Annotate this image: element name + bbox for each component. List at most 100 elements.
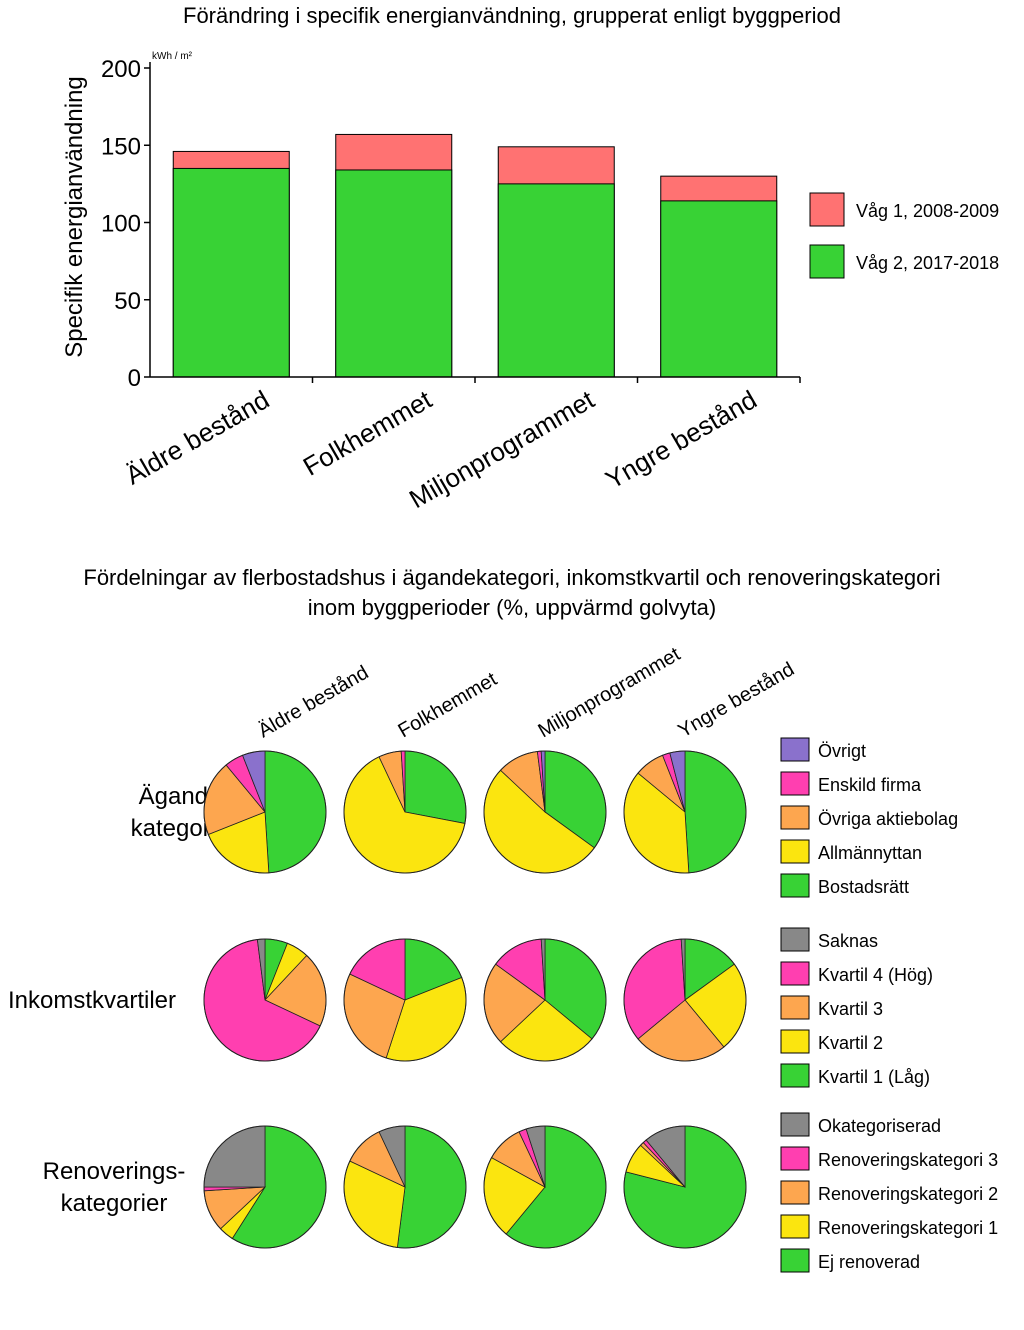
pie <box>623 750 747 874</box>
pie-legend-swatch <box>780 873 810 898</box>
pie-slice <box>684 750 747 874</box>
pie-legend-label: Allmännyttan <box>818 843 922 863</box>
pie <box>483 750 607 874</box>
pie-legend-label: Renoveringskategori 2 <box>818 1184 998 1204</box>
pie-legend-swatch <box>780 995 810 1020</box>
legend-label: Våg 1, 2008-2009 <box>856 201 999 221</box>
x-category-label: Yngre bestånd <box>600 384 761 495</box>
pie-outline <box>203 938 327 1062</box>
pie <box>203 938 327 1062</box>
bar-vag2 <box>172 167 290 378</box>
pie-legend-swatch <box>780 1146 810 1171</box>
y-tick-label: 200 <box>101 56 141 83</box>
bars <box>172 133 778 378</box>
pie-outline <box>483 938 607 1062</box>
pie-legend-swatch <box>780 771 810 796</box>
y-axis-ticks: 0 50 100 150 200 <box>101 56 150 392</box>
pie-row-label: Renoverings- <box>43 1158 186 1185</box>
pie-legend-label: Kvartil 3 <box>818 999 883 1019</box>
pie-legend-swatch <box>780 737 810 762</box>
pie-legend-label: Ej renoverad <box>818 1252 920 1272</box>
pie-slice <box>396 1125 467 1249</box>
pie-legend-swatch <box>780 1029 810 1054</box>
pie-outline <box>343 750 467 874</box>
pie <box>623 938 747 1062</box>
pie-legend-swatch <box>780 1248 810 1273</box>
pie-slice <box>203 1125 266 1188</box>
bar-vag2 <box>660 200 778 378</box>
bar-chart: Förändring i specifik energianvändning, … <box>61 3 999 514</box>
pie-row-label: Inkomstkvartiler <box>8 987 176 1014</box>
bar-vag2 <box>497 183 615 378</box>
pie-outline <box>623 938 747 1062</box>
pie-legend-label: Övriga aktiebolag <box>818 809 958 829</box>
y-tick-label: 0 <box>128 365 141 392</box>
pie-outline <box>623 750 747 874</box>
pie-legend-label: Kvartil 2 <box>818 1033 883 1053</box>
pie-grid: Fördelningar av flerbostadshus i ägandek… <box>8 565 998 1273</box>
pie-outline <box>623 1125 747 1249</box>
pie-outline <box>203 1125 327 1249</box>
pie-row-label: kategorier <box>61 1190 168 1217</box>
pie-legend-label: Saknas <box>818 931 878 951</box>
pie-legends: Övrigt Enskild firma Övriga aktiebolag Allm… <box>780 737 998 1273</box>
pie-outline <box>483 1125 607 1249</box>
pie-legend-swatch <box>780 961 810 986</box>
pie <box>343 750 467 874</box>
pie-legend-swatch <box>780 805 810 830</box>
pie-legend-label: Övrigt <box>818 741 866 761</box>
pie <box>483 1125 607 1249</box>
pie-row-labels: Ägande-kategorierInkomstkvartilerRenover… <box>8 783 237 1217</box>
pie-legend-swatch <box>780 927 810 952</box>
pie-legend-label: Enskild firma <box>818 775 922 795</box>
pie-column-label: Folkhemmet <box>395 668 502 742</box>
pie-title-line: Fördelningar av flerbostadshus i ägandek… <box>83 565 940 590</box>
pie-slice <box>264 750 327 874</box>
pie-column-label: Miljonprogrammet <box>535 643 685 742</box>
pies <box>203 750 747 1249</box>
pie <box>483 938 607 1062</box>
legend-label: Våg 2, 2017-2018 <box>856 253 999 273</box>
bar-chart-title: Förändring i specifik energianvändning, … <box>183 3 841 28</box>
pie-legend-label: Renoveringskategori 1 <box>818 1218 998 1238</box>
pie-legend-label: Kvartil 4 (Hög) <box>818 965 933 985</box>
pie-outline <box>203 750 327 874</box>
bar-legend: Våg 1, 2008-2009 Våg 2, 2017-2018 <box>809 192 999 279</box>
pie-grid-title-text: Fördelningar av flerbostadshus i ägandek… <box>83 565 940 620</box>
pie-column-label: Äldre bestånd <box>255 662 373 743</box>
pie-legend-label: Okategoriserad <box>818 1116 941 1136</box>
x-category-label: Miljonprogrammet <box>404 384 600 514</box>
legend-swatch <box>809 192 845 227</box>
y-axis-unit: kWh / m² <box>152 51 193 62</box>
y-axis-label: Specifik energianvändning <box>61 76 88 358</box>
pie <box>203 1125 327 1249</box>
pie <box>343 1125 467 1249</box>
pie-legend-label: Bostadsrätt <box>818 877 909 897</box>
bar-vag2 <box>335 169 453 378</box>
pie-legend-swatch <box>780 839 810 864</box>
pie-legend-swatch <box>780 1063 810 1088</box>
pie-legend-swatch <box>780 1180 810 1205</box>
pie-column-label: Yngre bestånd <box>675 658 799 742</box>
pie-legend-label: Kvartil 1 (Låg) <box>818 1067 930 1087</box>
pie <box>623 1125 747 1249</box>
legend-swatch <box>809 244 845 279</box>
pie-legend-swatch <box>780 1112 810 1137</box>
x-category-label: Folkhemmet <box>298 384 438 482</box>
pie-legend-label: Renoveringskategori 3 <box>818 1150 998 1170</box>
pie <box>203 750 327 874</box>
pie <box>343 938 467 1062</box>
pie-legend-swatch <box>780 1214 810 1239</box>
pie-column-labels: Äldre bestånd Folkhemmet MiljonprogrammetY… <box>255 643 799 742</box>
y-tick-label: 100 <box>101 211 141 238</box>
pie-title-line: inom byggperioder (%, uppvärmd golvyta) <box>308 595 716 620</box>
pie-grid-title: Fördelningar av flerbostadshus i ägandek… <box>83 565 940 620</box>
pie-outline <box>343 938 467 1062</box>
pie-outline <box>343 1125 467 1249</box>
pie-outline <box>483 750 607 874</box>
y-tick-label: 150 <box>101 133 141 160</box>
axes <box>149 62 801 383</box>
y-tick-label: 50 <box>114 288 141 315</box>
